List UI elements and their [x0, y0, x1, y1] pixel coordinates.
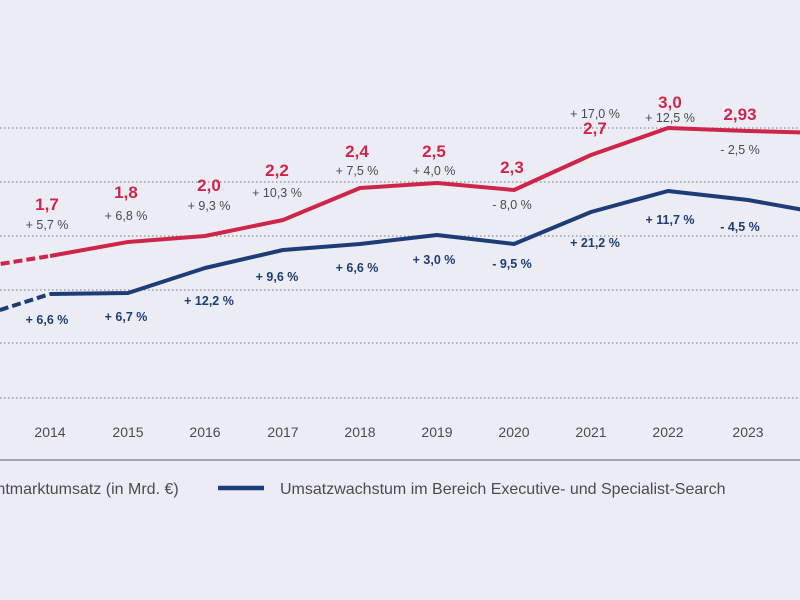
total-market-growth-label: - 8,0 % [492, 198, 532, 212]
exec-search-growth-label: + 6,6 % [336, 261, 379, 275]
total-market-value-label: 2,5 [422, 142, 446, 161]
total-market-value-label: 2,7 [583, 119, 607, 138]
x-tick-label: 2020 [498, 424, 529, 440]
total-market-value-label: 2,0 [197, 176, 221, 195]
total-market-growth-label: + 9,3 % [188, 199, 231, 213]
x-tick-label: 2015 [112, 424, 143, 440]
legend-label-total-market: mtmarktumsatz (in Mrd. €) [0, 481, 179, 498]
x-tick-label: 2021 [575, 424, 606, 440]
legend: mtmarktumsatz (in Mrd. €) Umsatzwachstum… [0, 481, 726, 498]
total-market-value-label: 3,0 [658, 93, 682, 112]
total-market-growth-label: - 2,5 % [720, 143, 760, 157]
total-market-growth-label: + 17,0 % [570, 107, 620, 121]
x-tick-label: 2019 [421, 424, 452, 440]
total-market-growth-label: + 7,5 % [336, 164, 379, 178]
total-market-value-label: 1,8 [114, 183, 138, 202]
total-market-growth-label: + 6,8 % [105, 209, 148, 223]
total-market-growth-label: + 12,5 % [645, 111, 695, 125]
legend-label-exec-search: Umsatzwachstum im Bereich Executive- und… [280, 481, 726, 498]
exec-search-growth-label: + 3,0 % [413, 253, 456, 267]
exec-search-growth-label: + 6,7 % [105, 310, 148, 324]
exec-search-growth-label: + 21,2 % [570, 236, 620, 250]
gridlines [0, 127, 800, 399]
exec-search-growth-label: + 11,7 % [646, 213, 695, 227]
x-tick-label: 2023 [732, 424, 763, 440]
exec-search-growth-label: - 9,5 % [492, 257, 532, 271]
x-tick-label: 2018 [344, 424, 375, 440]
x-tick-label: 2017 [267, 424, 298, 440]
total-market-growth-label: + 10,3 % [252, 186, 302, 200]
total-market-series-line [49, 126, 800, 258]
exec-search-series-line [49, 189, 800, 296]
exec-search-growth-label: + 12,2 % [184, 294, 234, 308]
total-market-value-label: 2,3 [500, 158, 524, 177]
total-market-growth-label: + 5,7 % [26, 218, 69, 232]
x-tick-label: 2014 [34, 424, 65, 440]
exec-search-growth-label: - 4,5 % [720, 220, 760, 234]
exec-search-series-dashed-segment [0, 292, 51, 313]
exec-search-growth-label: + 9,6 % [256, 270, 299, 284]
total-market-series-dashed-segment [0, 254, 51, 267]
x-tick-label: 2016 [189, 424, 220, 440]
total-market-value-label: 2,93 [723, 105, 756, 124]
total-market-value-label: 1,7 [35, 195, 59, 214]
exec-search-growth-label: + 6,6 % [26, 313, 69, 327]
x-tick-label: 2022 [652, 424, 683, 440]
total-market-growth-label: + 4,0 % [413, 164, 456, 178]
total-market-value-label: 2,4 [345, 142, 369, 161]
total-market-value-label: 2,2 [265, 161, 289, 180]
